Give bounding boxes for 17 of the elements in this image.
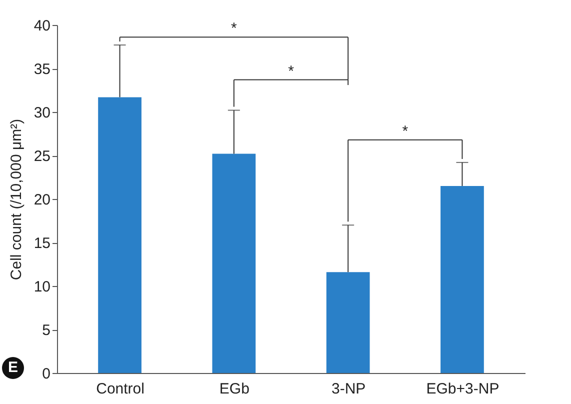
y-tick-label: 30 [34, 104, 50, 122]
annotation: * [288, 62, 294, 80]
x-tick-label: Control [96, 380, 144, 398]
y-tick-label: 35 [34, 61, 50, 78]
annotation: * [402, 122, 408, 140]
x-tick-label: 3-NP [331, 380, 366, 398]
y-tick-label: 40 [34, 18, 50, 34]
y-tick-label: 10 [34, 278, 50, 296]
x-tick-label: EGb [219, 380, 250, 398]
annotation: * [231, 20, 238, 38]
y-tick-label: 5 [42, 322, 50, 339]
x-tick-label: EGb+3-NP [426, 380, 500, 398]
y-tick-label: 15 [34, 235, 50, 252]
y-tick-label: 20 [34, 192, 50, 208]
y-axis-title: Cell count (/10,000 μm²) [8, 118, 25, 280]
y-tick-label: 25 [34, 148, 50, 165]
y-tick-label: 0 [42, 366, 50, 382]
